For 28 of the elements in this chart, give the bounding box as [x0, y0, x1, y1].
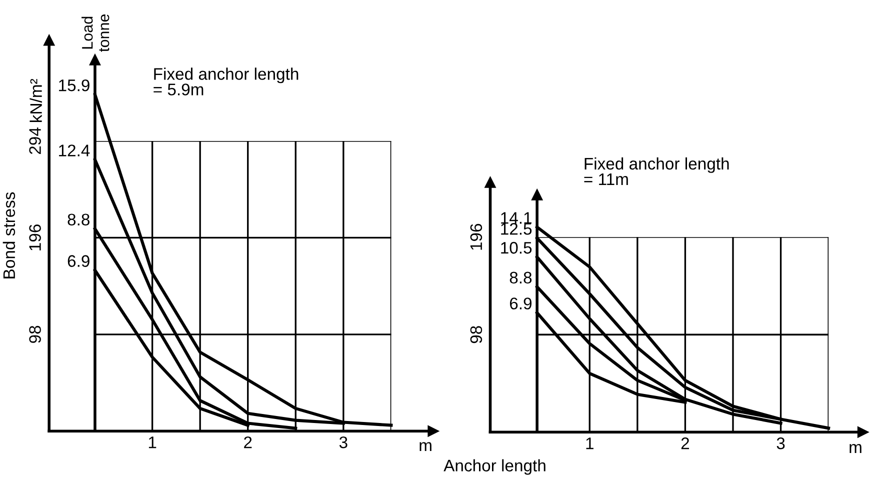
series-label: 12.4 — [59, 144, 90, 156]
x-tick-label: 2 — [681, 437, 690, 450]
text: kN/m² — [30, 78, 42, 122]
x-axis-title: m — [850, 444, 862, 453]
y-tick-label: 98 — [470, 326, 482, 344]
series-label: 6.9 — [510, 298, 532, 310]
chart-title: Fixed anchor length = 11m — [584, 157, 729, 185]
series-label: 6.9 — [68, 255, 90, 267]
x-tick-label: 1 — [148, 436, 156, 448]
series-label: 12.5 — [501, 222, 532, 235]
x-axis-title: m — [420, 442, 432, 452]
x-tick-label: 3 — [776, 437, 785, 450]
series-label: 15.9 — [59, 79, 90, 92]
y-tick-label: 196 — [470, 224, 482, 250]
y-axis-title: Bond stress — [2, 192, 16, 278]
y-tick-label: 196 — [29, 224, 41, 250]
x-tick-label: 2 — [244, 436, 252, 448]
text: Fixed anchor length = 5.9m — [154, 68, 298, 96]
legend-label: 14.1 — [501, 212, 532, 224]
y-tick-label: 294 — [29, 128, 41, 154]
x-tick-label: 3 — [339, 436, 348, 448]
ref-line-label: Load tonne — [82, 14, 110, 52]
x-tick-label: 1 — [586, 438, 594, 450]
series-label: 8.8 — [510, 272, 532, 284]
series-label: 10.5 — [501, 242, 532, 254]
text: Anchor length — [444, 459, 546, 475]
y-tick-label: 98 — [29, 326, 41, 343]
series-label: 8.8 — [68, 214, 90, 226]
